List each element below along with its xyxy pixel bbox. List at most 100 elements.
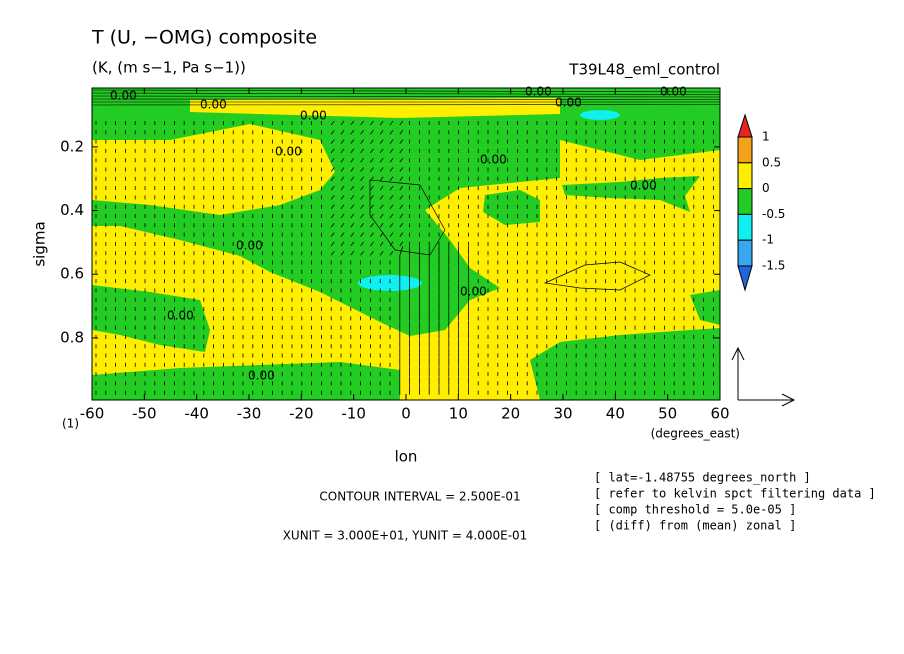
vector (330, 185, 335, 191)
vector (350, 250, 355, 256)
vector (379, 250, 384, 256)
contour-label: 0.00 (460, 285, 487, 299)
colorbar-swatch (737, 113, 753, 138)
vector (379, 139, 384, 144)
vector (330, 130, 335, 135)
ref-arrow-right (738, 393, 796, 407)
vector (340, 157, 345, 163)
contour-line (543, 261, 651, 291)
vector (399, 195, 404, 200)
vector (340, 148, 345, 154)
vector (370, 195, 374, 200)
x-tick-label: 50 (658, 405, 677, 423)
vector (370, 232, 374, 237)
contour-label: 0.00 (275, 145, 302, 159)
region (562, 176, 700, 212)
vector (360, 204, 364, 209)
vector (379, 185, 384, 191)
vector (360, 157, 364, 163)
vector (350, 232, 355, 237)
x-tick-label: 60 (710, 405, 729, 423)
contour-label: 0.00 (630, 179, 657, 193)
overlay: 0.000.000.000.000.000.000.000.000.000.00… (60, 85, 785, 423)
x-axis-label: lon (395, 448, 418, 466)
y-tick-label: 0.8 (60, 328, 84, 346)
vector (340, 232, 345, 237)
vector (379, 241, 384, 247)
vector (330, 167, 335, 172)
vector (389, 120, 394, 126)
vector (379, 157, 384, 163)
vector (389, 176, 394, 182)
ref-arrow-up (731, 346, 745, 400)
vector (370, 250, 374, 256)
vector (340, 130, 345, 135)
vector (399, 241, 404, 247)
vector (389, 241, 394, 247)
vector (340, 185, 345, 191)
vector (330, 148, 335, 154)
vector (399, 176, 404, 182)
y-tick-label: 0.2 (60, 137, 84, 155)
vector (399, 232, 404, 237)
vector (399, 185, 404, 191)
vector (340, 176, 345, 182)
contour-label: 0.00 (248, 369, 275, 383)
x-units: (degrees_east) (651, 427, 740, 441)
y-tick-label: 0.6 (60, 265, 84, 283)
vector-field (95, 120, 714, 395)
colorbar-swatch (737, 265, 753, 292)
x-tick-label: -60 (80, 405, 105, 423)
vector (350, 241, 355, 247)
vector (340, 120, 345, 126)
contour-label: 0.00 (300, 109, 327, 123)
x-tick-label: 30 (553, 405, 572, 423)
vector (340, 204, 345, 209)
vector (399, 130, 404, 135)
vector (360, 130, 364, 135)
run-label: T39L48_eml_control (568, 61, 720, 80)
colorbar-label: -1 (762, 233, 774, 247)
vector (350, 195, 355, 200)
x-tick-label: -10 (341, 405, 366, 423)
contour-line (91, 95, 721, 98)
contour-line (91, 104, 721, 106)
vector (350, 167, 355, 172)
contour-label: 0.00 (660, 85, 687, 99)
corner-label: (1) (62, 417, 79, 431)
vector (350, 157, 355, 163)
vector (389, 185, 394, 191)
vector (370, 223, 374, 228)
note: CONTOUR INTERVAL = 2.500E-01 (319, 490, 520, 504)
vector (330, 213, 335, 219)
x-tick-label: 10 (449, 405, 468, 423)
colorbar-swatch (737, 162, 753, 190)
colorbar-swatch (737, 213, 753, 241)
vector (340, 250, 345, 256)
vector (379, 213, 384, 219)
info-line: [ refer to kelvin spct filtering data ] (594, 487, 876, 501)
vector (389, 139, 394, 144)
colorbar-swatch (737, 188, 753, 215)
vector (389, 167, 394, 172)
vector (399, 148, 404, 154)
vector (379, 223, 384, 228)
vector (350, 223, 355, 228)
colorbar-label: 1 (762, 130, 770, 144)
vector (389, 195, 394, 200)
region (580, 110, 620, 120)
vector (350, 148, 355, 154)
vector (379, 130, 384, 135)
vector (330, 176, 335, 182)
vector (360, 148, 364, 154)
vector (370, 130, 374, 135)
x-tick-label: 0 (401, 405, 411, 423)
vector (379, 204, 384, 209)
x-tick-label: -50 (132, 405, 157, 423)
region (92, 285, 210, 352)
contour-label: 0.00 (236, 239, 263, 253)
vector (399, 204, 404, 209)
vector (379, 176, 384, 182)
chart-subtitle: (K, (m s−1, Pa s−1)) (92, 59, 246, 77)
vector (389, 204, 394, 209)
